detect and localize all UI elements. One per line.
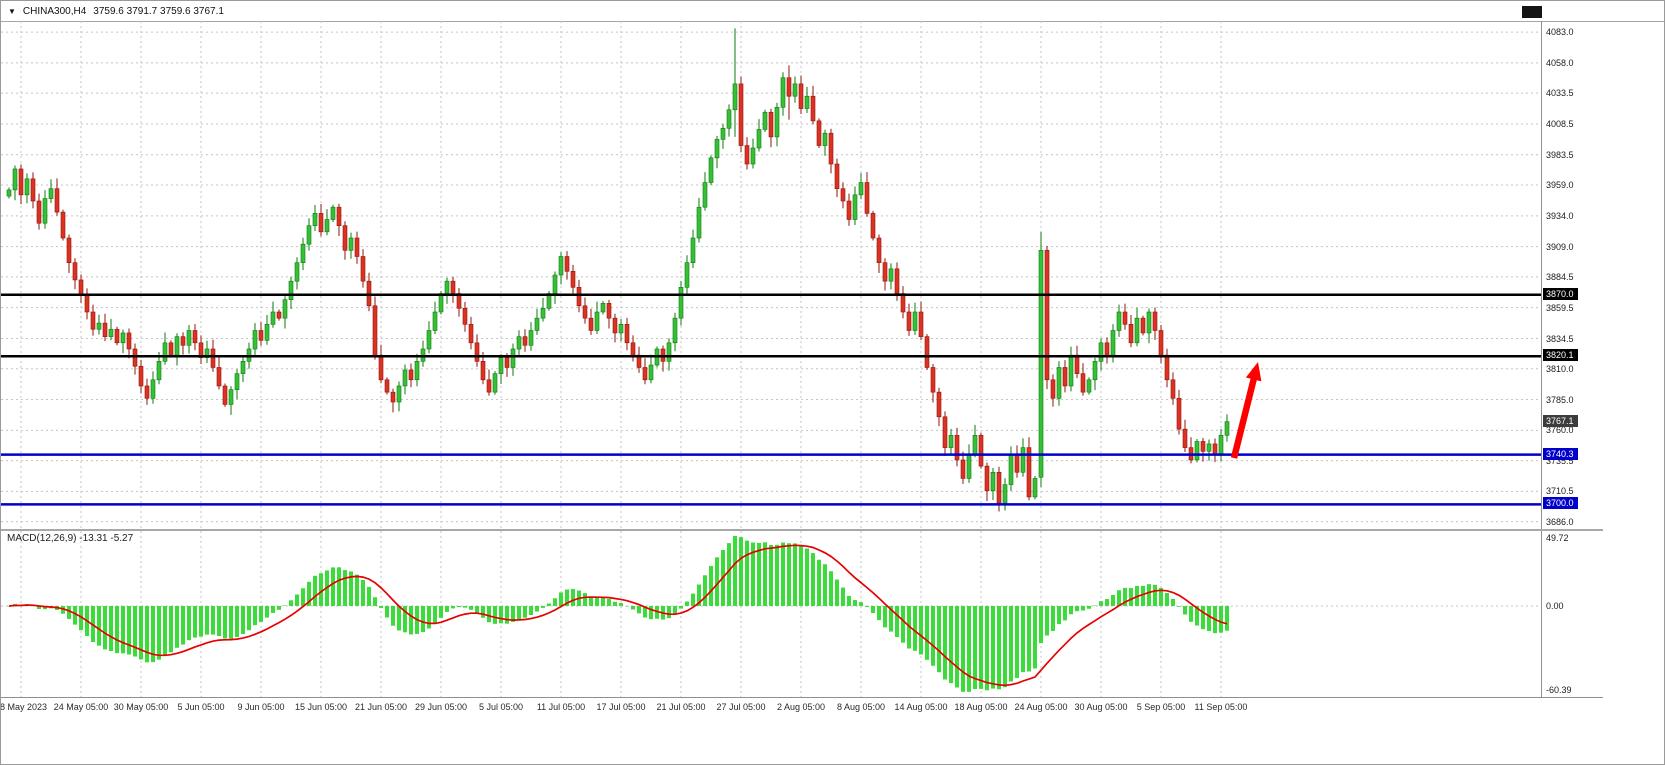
time-tick-label: 5 Jul 05:00 bbox=[478, 702, 524, 712]
price-tick-label: 3785.0 bbox=[1546, 394, 1574, 405]
price-tick-label: 3686.0 bbox=[1546, 516, 1574, 527]
price-tick-label: 3735.5 bbox=[1546, 455, 1574, 466]
time-tick-label: 21 Jun 05:00 bbox=[354, 702, 408, 712]
chart-header: ▼ CHINA300,H4 3759.6 3791.7 3759.6 3767.… bbox=[1, 1, 1664, 22]
time-tick-label: 9 Jun 05:00 bbox=[237, 702, 285, 712]
price-tick-label: 4033.5 bbox=[1546, 88, 1574, 99]
time-tick-label: 5 Sep 05:00 bbox=[1136, 702, 1186, 712]
ohlc-values: 3759.6 3791.7 3759.6 3767.1 bbox=[93, 5, 224, 17]
price-tick-label: 4083.0 bbox=[1546, 27, 1574, 38]
macd-scale-max: 49.72 bbox=[1546, 533, 1569, 543]
main-gridlines bbox=[1, 21, 1541, 529]
price-chart-area[interactable] bbox=[1, 21, 1541, 529]
macd-signal-line bbox=[8, 544, 1228, 687]
price-tick-label: 3760.0 bbox=[1546, 425, 1574, 436]
price-scale[interactable]: 4083.0 4058.0 4033.5 4008.5 3983.5 3959.0 3934… bbox=[1541, 21, 1604, 529]
price-tick-label: 3959.0 bbox=[1546, 179, 1574, 190]
macd-indicator-label: MACD(12,26,9) -13.31 -5.27 bbox=[7, 533, 134, 544]
time-tick-label: 24 May 05:00 bbox=[53, 702, 109, 712]
price-tick-label: 3710.5 bbox=[1546, 486, 1574, 497]
candlestick-chart[interactable] bbox=[1, 21, 1541, 529]
price-tick-label: 4008.5 bbox=[1546, 118, 1574, 129]
time-tick-label: 30 Aug 05:00 bbox=[1074, 702, 1128, 712]
price-tick-label: 3859.5 bbox=[1546, 302, 1574, 313]
hline-price-label: 3870.0 bbox=[1543, 287, 1578, 300]
time-tick-label: 18 May 2023 bbox=[0, 702, 48, 712]
macd-scale-zero: 0.00 bbox=[1546, 600, 1564, 611]
macd-scale-min: -60.39 bbox=[1546, 685, 1572, 695]
hline-price-label: 3820.1 bbox=[1543, 349, 1578, 362]
time-tick-label: 2 Aug 05:00 bbox=[776, 702, 826, 712]
hline-price-label: 3740.3 bbox=[1543, 447, 1578, 460]
macd-histogram bbox=[7, 535, 1229, 692]
time-tick-label: 18 Aug 05:00 bbox=[954, 702, 1008, 712]
time-tick-label: 29 Jun 05:00 bbox=[414, 702, 468, 712]
price-tick-label: 4058.0 bbox=[1546, 57, 1574, 68]
macd-panel[interactable]: MACD(12,26,9) -13.31 -5.27 bbox=[1, 531, 1541, 697]
current-price-label: 3767.1 bbox=[1543, 414, 1578, 427]
price-tick-label: 3909.0 bbox=[1546, 241, 1574, 252]
symbol-timeframe-label: CHINA300,H4 bbox=[22, 5, 87, 17]
price-tick-label: 3810.0 bbox=[1546, 363, 1574, 374]
symbol-dropdown-icon[interactable]: ▼ bbox=[8, 6, 16, 16]
macd-scale[interactable]: 49.72 0.00 -60.39 bbox=[1541, 531, 1604, 697]
horizontal-lines bbox=[1, 293, 1541, 506]
price-tick-label: 3884.5 bbox=[1546, 271, 1574, 282]
time-tick-label: 27 Jul 05:00 bbox=[716, 702, 766, 712]
price-tick-label: 3934.0 bbox=[1546, 210, 1574, 221]
time-tick-label: 14 Aug 05:00 bbox=[894, 702, 948, 712]
hline-price-label: 3700.0 bbox=[1543, 497, 1578, 510]
panel-separator[interactable] bbox=[1, 529, 1603, 531]
time-tick-label: 11 Jul 05:00 bbox=[536, 702, 586, 712]
time-tick-label: 11 Sep 05:00 bbox=[1194, 702, 1248, 712]
trend-arrow bbox=[1230, 362, 1262, 459]
chart-corner-marker bbox=[1522, 6, 1542, 18]
price-tick-label: 3983.5 bbox=[1546, 149, 1574, 160]
candlesticks bbox=[6, 28, 1230, 512]
time-tick-label: 5 Jun 05:00 bbox=[177, 702, 225, 712]
macd-chart[interactable] bbox=[1, 531, 1541, 697]
time-tick-label: 30 May 05:00 bbox=[113, 702, 169, 712]
time-tick-label: 17 Jul 05:00 bbox=[596, 702, 646, 712]
time-tick-label: 8 Aug 05:00 bbox=[836, 702, 886, 712]
time-tick-label: 15 Jun 05:00 bbox=[294, 702, 348, 712]
price-tick-label: 3834.5 bbox=[1546, 333, 1574, 344]
time-tick-label: 21 Jul 05:00 bbox=[656, 702, 706, 712]
time-scale[interactable]: 18 May 2023 24 May 05:00 30 May 05:00 5 Jun… bbox=[1, 697, 1603, 718]
time-tick-label: 24 Aug 05:00 bbox=[1014, 702, 1068, 712]
